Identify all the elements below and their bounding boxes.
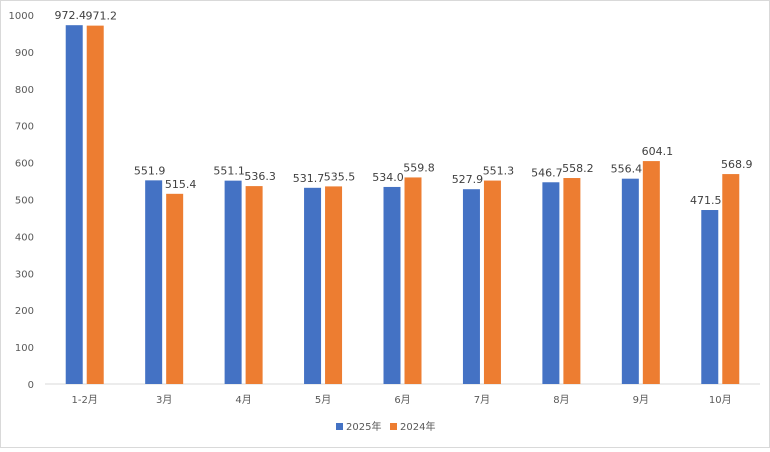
bar-2024 — [642, 161, 660, 384]
x-tick-label: 10月 — [709, 394, 732, 406]
bar-2025 — [701, 210, 719, 384]
y-tick-label: 700 — [15, 122, 34, 133]
x-tick-label: 6月 — [394, 394, 410, 406]
data-label: 558.2 — [562, 162, 594, 175]
data-label: 515.4 — [165, 178, 197, 191]
bar-2024 — [86, 25, 104, 385]
x-tick-label: 8月 — [553, 394, 569, 406]
data-label: 604.1 — [642, 145, 674, 158]
y-tick-label: 200 — [15, 306, 34, 317]
x-tick-label: 5月 — [315, 394, 331, 406]
data-label: 536.3 — [244, 170, 276, 183]
y-tick-label: 900 — [15, 48, 34, 59]
legend-swatch — [390, 423, 397, 430]
data-label: 527.9 — [452, 173, 484, 186]
data-label: 531.7 — [293, 172, 325, 185]
bar-2025 — [621, 178, 639, 384]
bar-2024 — [483, 180, 501, 384]
y-tick-label: 1000 — [9, 11, 34, 22]
bar-2025 — [462, 189, 480, 384]
data-label: 568.9 — [721, 158, 753, 171]
y-tick-label: 300 — [15, 269, 34, 280]
bar-2025 — [304, 187, 322, 384]
y-tick-label: 600 — [15, 159, 34, 170]
data-label: 551.9 — [134, 164, 166, 177]
data-label: 534.0 — [372, 171, 404, 184]
x-tick-label: 3月 — [156, 394, 172, 406]
data-label: 551.3 — [483, 165, 515, 178]
data-label: 556.4 — [611, 163, 643, 176]
legend-label: 2024年 — [400, 420, 435, 433]
legend-swatch — [336, 423, 343, 430]
bar-2025 — [542, 182, 560, 384]
data-label: 471.5 — [690, 194, 722, 207]
y-tick-label: 500 — [15, 196, 34, 207]
bar-2025 — [383, 186, 401, 384]
legend-label: 2025年 — [346, 420, 381, 433]
x-tick-label: 4月 — [235, 394, 251, 406]
bar-2025 — [145, 180, 163, 384]
y-tick-label: 100 — [15, 343, 34, 354]
bar-2025 — [65, 25, 83, 385]
y-tick-label: 800 — [15, 85, 34, 96]
data-label: 551.1 — [213, 165, 245, 178]
data-label: 971.2 — [85, 10, 117, 23]
bar-2024 — [325, 186, 343, 384]
bar-2024 — [404, 177, 422, 384]
bar-2024 — [245, 186, 263, 384]
x-tick-label: 1-2月 — [72, 394, 98, 406]
bar-2024 — [166, 193, 184, 384]
bar-2024 — [722, 174, 740, 384]
data-label: 535.5 — [324, 170, 356, 183]
bar-2024 — [563, 178, 581, 384]
x-tick-label: 9月 — [633, 394, 649, 406]
bar-2025 — [224, 180, 242, 384]
data-label: 546.7 — [531, 166, 563, 179]
x-tick-label: 7月 — [474, 394, 490, 406]
y-tick-label: 0 — [28, 380, 34, 391]
y-tick-label: 400 — [15, 232, 34, 243]
data-label: 559.8 — [403, 161, 435, 174]
data-label: 972.4 — [54, 9, 86, 22]
